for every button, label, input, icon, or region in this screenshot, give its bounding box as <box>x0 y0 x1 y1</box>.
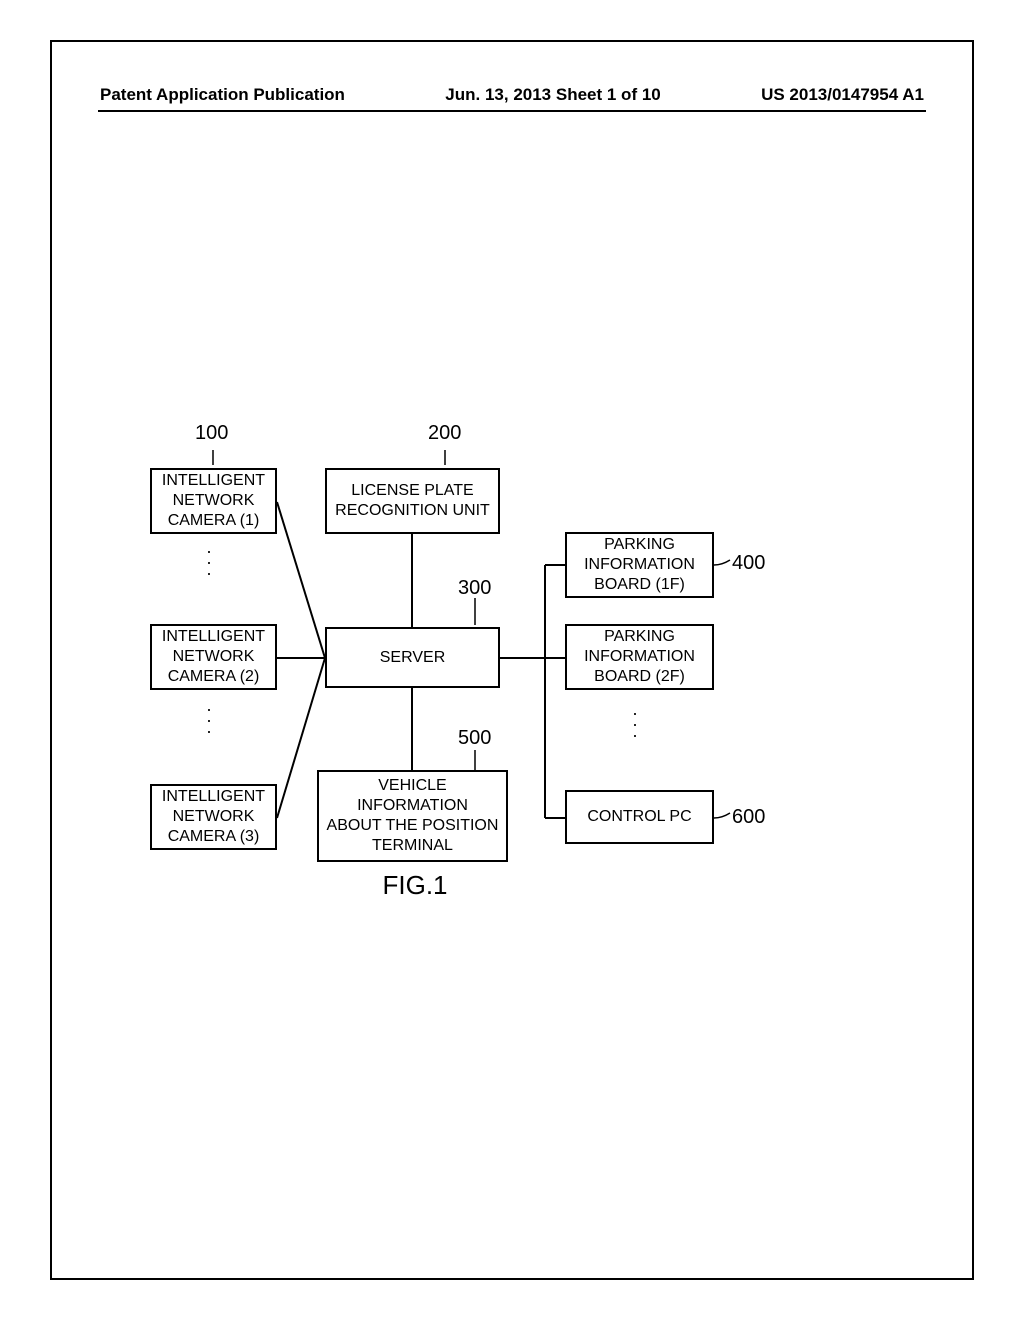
box-camera-1: INTELLIGENTNETWORKCAMERA (1) <box>150 468 277 534</box>
ref-200: 200 <box>428 422 461 445</box>
box-board-1f: PARKINGINFORMATIONBOARD (1F) <box>565 532 714 598</box>
dots-cam-23: ··· <box>206 704 212 736</box>
box-lpr-label: LICENSE PLATERECOGNITION UNIT <box>335 481 490 521</box>
figure-label: FIG.1 <box>380 870 450 901</box>
box-control-pc: CONTROL PC <box>565 790 714 844</box>
header-left: Patent Application Publication <box>100 85 345 105</box>
ref-300: 300 <box>458 577 491 600</box>
page-header: Patent Application Publication Jun. 13, … <box>0 85 1024 105</box>
ref-100: 100 <box>195 422 228 445</box>
header-mid: Jun. 13, 2013 Sheet 1 of 10 <box>445 85 660 105</box>
header-right: US 2013/0147954 A1 <box>761 85 924 105</box>
box-server: SERVER <box>325 627 500 688</box>
figure-1-diagram: 100 200 300 500 400 600 INTELLIGENTNETWO… <box>150 430 870 890</box>
ref-400: 400 <box>732 552 765 575</box>
box-camera-2: INTELLIGENTNETWORKCAMERA (2) <box>150 624 277 690</box>
box-board-2f-label: PARKINGINFORMATIONBOARD (2F) <box>584 627 695 687</box>
box-camera-1-label: INTELLIGENTNETWORKCAMERA (1) <box>162 471 265 531</box>
ref-600: 600 <box>732 806 765 829</box>
header-rule <box>98 110 926 112</box>
box-terminal-label: VEHICLEINFORMATIONABOUT THE POSITIONTERM… <box>327 776 499 856</box>
box-camera-3-label: INTELLIGENTNETWORKCAMERA (3) <box>162 787 265 847</box>
box-camera-3: INTELLIGENTNETWORKCAMERA (3) <box>150 784 277 850</box>
box-terminal: VEHICLEINFORMATIONABOUT THE POSITIONTERM… <box>317 770 508 862</box>
box-camera-2-label: INTELLIGENTNETWORKCAMERA (2) <box>162 627 265 687</box>
dots-boards: ··· <box>632 708 638 740</box>
box-server-label: SERVER <box>380 648 446 668</box>
box-lpr: LICENSE PLATERECOGNITION UNIT <box>325 468 500 534</box>
box-control-pc-label: CONTROL PC <box>587 807 691 827</box>
ref-500: 500 <box>458 727 491 750</box>
box-board-2f: PARKINGINFORMATIONBOARD (2F) <box>565 624 714 690</box>
dots-cam-12: ··· <box>206 546 212 578</box>
box-board-1f-label: PARKINGINFORMATIONBOARD (1F) <box>584 535 695 595</box>
